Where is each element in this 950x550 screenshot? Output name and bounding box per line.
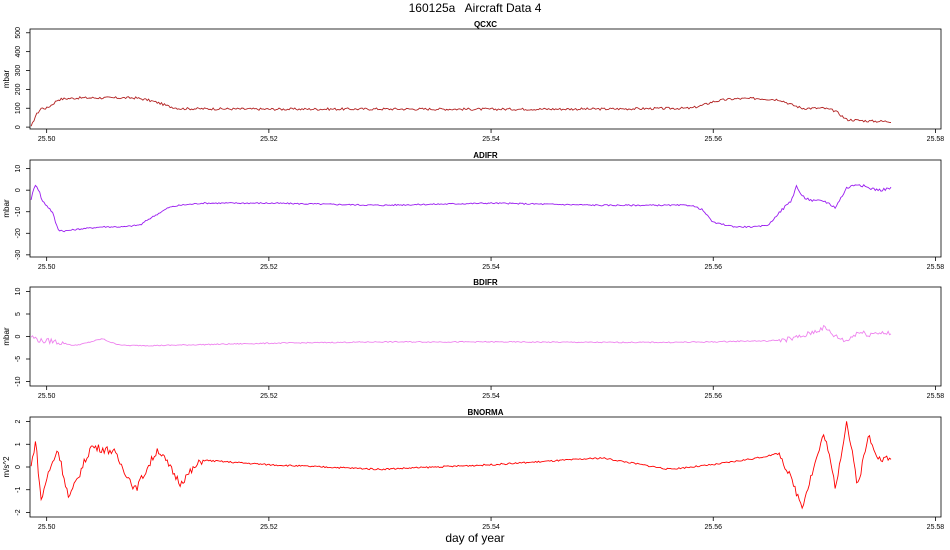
x-tick-label-0-1: 25.52	[260, 136, 278, 143]
series-line-0-0	[30, 95, 892, 127]
y-tick-label-3-2: 0	[15, 465, 22, 469]
y-tick-label-0-5: 500	[15, 27, 22, 39]
plot-frame-0	[29, 28, 942, 130]
chart-title: 160125a Aircraft Data 4	[408, 1, 542, 15]
y-tick-label-1-3: 0	[15, 188, 22, 192]
panel-title-2: BDIFR	[473, 278, 498, 287]
y-tick-label-2-1: -5	[15, 356, 22, 362]
y-axis-label-3: m/s^2	[2, 456, 11, 478]
y-tick-label-1-2: -10	[15, 207, 22, 217]
x-tick-label-3-3: 25.56	[704, 524, 722, 531]
panel-title-3: BNORMA	[468, 408, 504, 417]
series-line-1-0	[30, 184, 892, 233]
panel-title-1: ADIFR	[473, 151, 498, 160]
y-tick-label-2-3: 5	[15, 312, 22, 316]
x-axis-label: day of year	[445, 531, 505, 545]
y-tick-label-0-2: 200	[15, 83, 22, 95]
y-tick-label-1-4: 10	[15, 165, 22, 173]
y-tick-label-0-3: 300	[15, 65, 22, 77]
x-tick-label-0-0: 25.50	[38, 136, 56, 143]
x-tick-label-3-0: 25.50	[38, 524, 56, 531]
x-tick-label-1-2: 25.54	[482, 264, 500, 271]
y-tick-label-2-2: 0	[15, 334, 22, 338]
x-tick-label-1-3: 25.56	[704, 264, 722, 271]
y-tick-label-2-0: -10	[15, 376, 22, 386]
x-tick-label-3-4: 25.58	[927, 524, 945, 531]
y-tick-label-0-1: 100	[15, 102, 22, 114]
x-tick-label-3-2: 25.54	[482, 524, 500, 531]
y-tick-label-0-4: 400	[15, 46, 22, 58]
panel-title-0: QCXC	[474, 20, 497, 29]
series-line-2-0	[30, 324, 892, 347]
y-axis-label-2: mbar	[2, 327, 11, 346]
x-tick-label-2-4: 25.58	[927, 393, 945, 400]
x-tick-label-0-2: 25.54	[482, 136, 500, 143]
y-axis-label-1: mbar	[2, 199, 11, 218]
y-tick-label-0-0: 0	[15, 125, 22, 129]
x-tick-label-2-3: 25.56	[704, 393, 722, 400]
plot-frame-1	[29, 159, 942, 258]
y-tick-label-3-1: -1	[15, 487, 22, 493]
x-tick-label-2-2: 25.54	[482, 393, 500, 400]
x-tick-label-1-4: 25.58	[927, 264, 945, 271]
y-tick-label-3-4: 2	[15, 419, 22, 423]
y-axis-label-0: mbar	[2, 70, 11, 89]
y-tick-label-1-1: -20	[15, 228, 22, 238]
y-tick-label-1-0: -30	[15, 250, 22, 260]
x-tick-label-1-1: 25.52	[260, 264, 278, 271]
x-tick-label-2-0: 25.50	[38, 393, 56, 400]
y-tick-label-3-3: 1	[15, 442, 22, 446]
x-tick-label-0-3: 25.56	[704, 136, 722, 143]
x-tick-label-3-1: 25.52	[260, 524, 278, 531]
x-tick-label-0-4: 25.58	[927, 136, 945, 143]
y-tick-label-2-4: 10	[15, 288, 22, 296]
series-line-3-0	[30, 421, 892, 510]
x-tick-label-1-0: 25.50	[38, 264, 56, 271]
y-tick-label-3-0: -2	[15, 509, 22, 515]
x-tick-label-2-1: 25.52	[260, 393, 278, 400]
